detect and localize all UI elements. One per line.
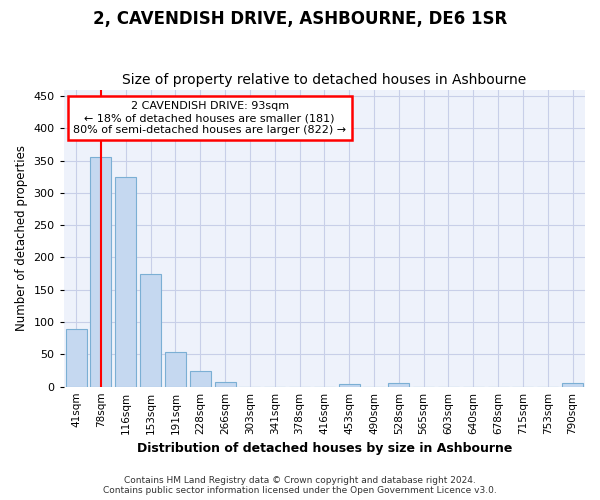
Bar bbox=[338, 384, 360, 386]
Bar bbox=[140, 274, 161, 386]
Text: 2, CAVENDISH DRIVE, ASHBOURNE, DE6 1SR: 2, CAVENDISH DRIVE, ASHBOURNE, DE6 1SR bbox=[93, 10, 507, 28]
Y-axis label: Number of detached properties: Number of detached properties bbox=[15, 145, 28, 331]
X-axis label: Distribution of detached houses by size in Ashbourne: Distribution of detached houses by size … bbox=[137, 442, 512, 455]
Bar bbox=[388, 384, 409, 386]
Bar bbox=[115, 177, 136, 386]
Bar bbox=[65, 328, 86, 386]
Bar bbox=[190, 370, 211, 386]
Bar bbox=[165, 352, 186, 386]
Bar bbox=[562, 384, 583, 386]
Title: Size of property relative to detached houses in Ashbourne: Size of property relative to detached ho… bbox=[122, 73, 526, 87]
Bar bbox=[215, 382, 236, 386]
Text: 2 CAVENDISH DRIVE: 93sqm
← 18% of detached houses are smaller (181)
80% of semi-: 2 CAVENDISH DRIVE: 93sqm ← 18% of detach… bbox=[73, 102, 346, 134]
Text: Contains HM Land Registry data © Crown copyright and database right 2024.
Contai: Contains HM Land Registry data © Crown c… bbox=[103, 476, 497, 495]
Bar bbox=[91, 158, 112, 386]
